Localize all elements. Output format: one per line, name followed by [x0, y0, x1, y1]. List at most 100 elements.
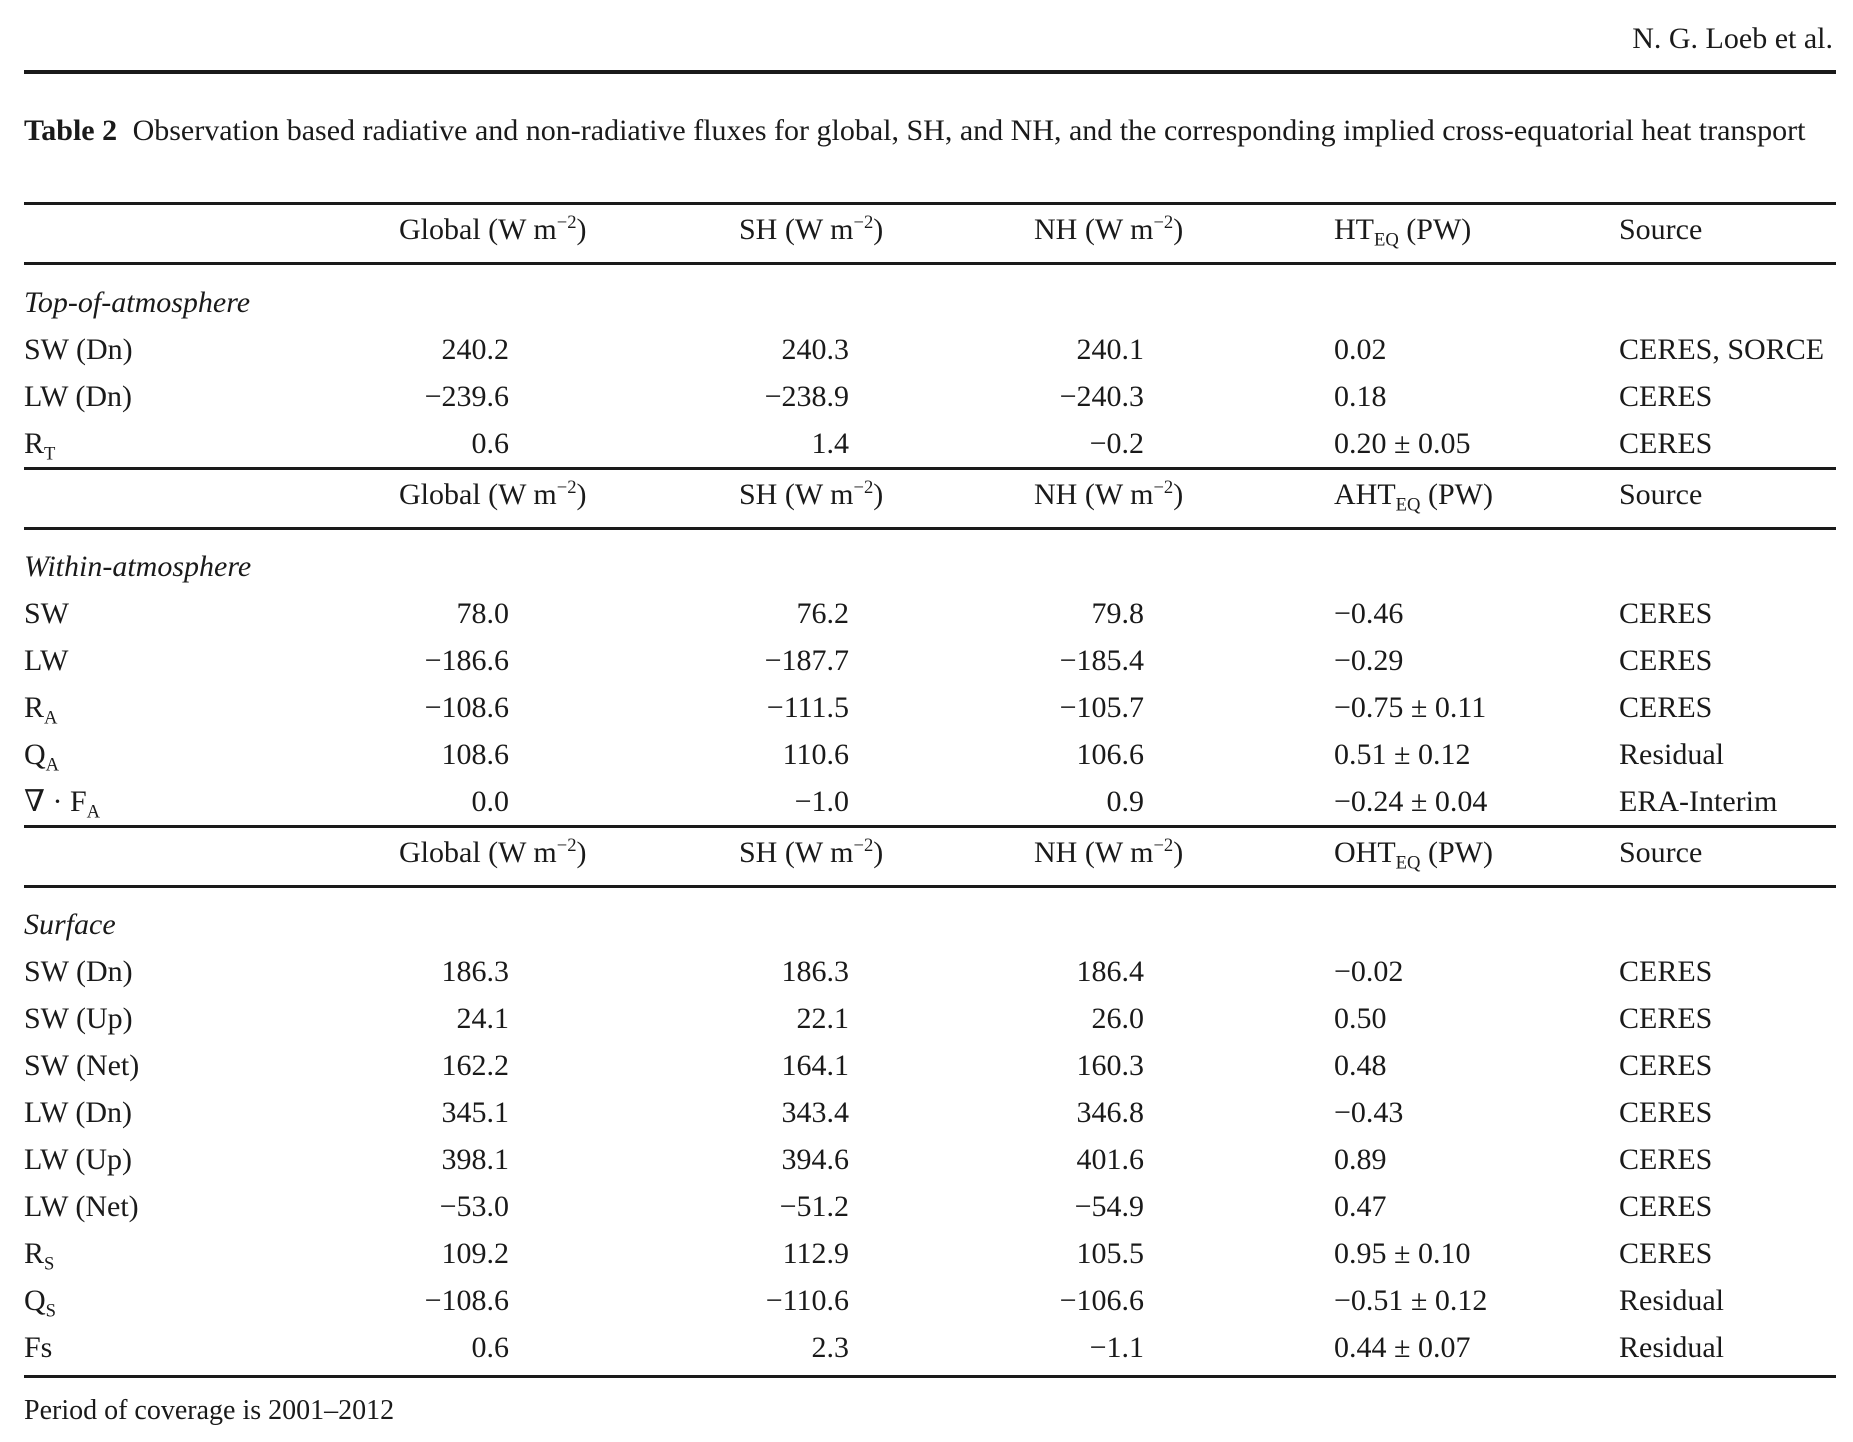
cell-source: CERES: [1619, 955, 1713, 988]
row-label: RT: [24, 427, 56, 465]
cell-source: CERES: [1619, 1143, 1713, 1176]
cell-eq-transport: −0.24 ± 0.04: [1334, 785, 1488, 818]
col-header-oht-eq: OHTEQ (PW): [1334, 836, 1493, 874]
row-label: LW (Net): [24, 1190, 139, 1223]
cell-global: 186.3: [441, 955, 510, 988]
section-label-within: Within-atmosphere: [24, 550, 252, 583]
cell-sh: 1.4: [811, 427, 850, 460]
row-label: RS: [24, 1237, 55, 1275]
table-footnote: Period of coverage is 2001–2012: [24, 1395, 395, 1426]
row-label: LW (Up): [24, 1143, 133, 1176]
cell-global: −53.0: [439, 1190, 509, 1223]
cell-global: 108.6: [441, 738, 510, 771]
table-rule: [24, 885, 1836, 888]
col-header-nh: NH (W m−2): [1034, 211, 1184, 246]
col-header-sh: SH (W m−2): [739, 211, 884, 246]
table-row: QS −108.6 −110.6 −106.6 −0.51 ± 0.12 Residual: [24, 1281, 1836, 1321]
row-label: RA: [24, 691, 58, 729]
col-header-nh: NH (W m−2): [1034, 834, 1184, 869]
table-rule: [24, 825, 1836, 828]
cell-global: 240.2: [441, 333, 510, 366]
cell-source: CERES: [1619, 1096, 1713, 1129]
section-label-toa: Top-of-atmosphere: [24, 286, 251, 319]
cell-eq-transport: 0.95 ± 0.10: [1334, 1237, 1471, 1270]
col-header-aht-eq: AHTEQ (PW): [1334, 478, 1493, 516]
cell-source: CERES: [1619, 427, 1713, 460]
cell-eq-transport: −0.29: [1334, 644, 1404, 677]
table-row: SW (Dn) 240.2 240.3 240.1 0.02 CERES, SORCE: [24, 330, 1836, 370]
header-row-within: Global (W m−2) SH (W m−2) NH (W m−2) AHT…: [24, 475, 1836, 515]
cell-source: CERES: [1619, 1190, 1713, 1223]
cell-eq-transport: 0.89: [1334, 1143, 1387, 1176]
cell-sh: 76.2: [796, 597, 850, 630]
col-header-sh: SH (W m−2): [739, 476, 884, 511]
row-label: SW (Dn): [24, 333, 133, 366]
cell-nh: 0.9: [1106, 785, 1145, 818]
col-header-global: Global (W m−2): [399, 834, 587, 869]
cell-nh: 79.8: [1091, 597, 1145, 630]
cell-global: −108.6: [424, 1284, 509, 1317]
cell-eq-transport: −0.51 ± 0.12: [1334, 1284, 1488, 1317]
table-row: SW (Net) 162.2 164.1 160.3 0.48 CERES: [24, 1046, 1836, 1086]
cell-eq-transport: 0.50: [1334, 1002, 1387, 1035]
row-label: LW (Dn): [24, 380, 133, 413]
cell-sh: 112.9: [782, 1237, 849, 1270]
cell-source: CERES: [1619, 1237, 1713, 1270]
cell-nh: 346.8: [1076, 1096, 1145, 1129]
header-row-surface: Global (W m−2) SH (W m−2) NH (W m−2) OHT…: [24, 833, 1836, 873]
col-header-sh: SH (W m−2): [739, 834, 884, 869]
col-header-nh: NH (W m−2): [1034, 476, 1184, 511]
table-row: Fs 0.6 2.3 −1.1 0.44 ± 0.07 Residual: [24, 1328, 1836, 1368]
table-rule: [24, 262, 1836, 265]
cell-eq-transport: 0.20 ± 0.05: [1334, 427, 1471, 460]
row-label: SW (Net): [24, 1049, 140, 1082]
cell-nh: −54.9: [1074, 1190, 1144, 1223]
cell-source: CERES, SORCE: [1619, 333, 1825, 366]
cell-global: 0.6: [471, 427, 510, 460]
cell-nh: −240.3: [1059, 380, 1144, 413]
row-label: SW: [24, 597, 69, 630]
cell-eq-transport: 0.48: [1334, 1049, 1387, 1082]
table-row: SW (Up) 24.1 22.1 26.0 0.50 CERES: [24, 999, 1836, 1039]
cell-sh: 186.3: [781, 955, 850, 988]
table-row: SW (Dn) 186.3 186.3 186.4 −0.02 CERES: [24, 952, 1836, 992]
cell-global: 78.0: [456, 597, 510, 630]
cell-source: Residual: [1619, 1284, 1724, 1317]
cell-nh: −1.1: [1089, 1331, 1144, 1364]
running-header-author: N. G. Loeb et al.: [1632, 22, 1833, 55]
cell-source: CERES: [1619, 1049, 1713, 1082]
table-row: LW (Up) 398.1 394.6 401.6 0.89 CERES: [24, 1140, 1836, 1180]
cell-eq-transport: −0.02: [1334, 955, 1404, 988]
table-row: RS 109.2 112.9 105.5 0.95 ± 0.10 CERES: [24, 1234, 1836, 1274]
cell-nh: −185.4: [1059, 644, 1144, 677]
cell-eq-transport: 0.02: [1334, 333, 1387, 366]
caption-text: Observation based radiative and non-radi…: [132, 114, 1806, 147]
cell-nh: 106.6: [1076, 738, 1145, 771]
cell-source: CERES: [1619, 1002, 1713, 1035]
cell-eq-transport: −0.75 ± 0.11: [1334, 691, 1487, 724]
table-caption: Table 2 Observation based radiative and …: [24, 112, 1836, 150]
cell-eq-transport: −0.46: [1334, 597, 1404, 630]
top-rule: [24, 70, 1836, 74]
cell-global: 398.1: [441, 1143, 510, 1176]
table-row: LW −186.6 −187.7 −185.4 −0.29 CERES: [24, 641, 1836, 681]
table-row: LW (Dn) 345.1 343.4 346.8 −0.43 CERES: [24, 1093, 1836, 1133]
table-bottom-rule: [24, 1375, 1836, 1378]
col-header-source: Source: [1619, 836, 1703, 869]
cell-sh: 343.4: [781, 1096, 850, 1129]
cell-sh: 394.6: [781, 1143, 850, 1176]
cell-sh: −187.7: [764, 644, 849, 677]
cell-eq-transport: 0.47: [1334, 1190, 1387, 1223]
cell-nh: 26.0: [1091, 1002, 1145, 1035]
cell-sh: 22.1: [796, 1002, 850, 1035]
cell-sh: −1.0: [794, 785, 849, 818]
cell-nh: 401.6: [1076, 1143, 1145, 1176]
cell-global: −239.6: [424, 380, 509, 413]
cell-global: 345.1: [441, 1096, 510, 1129]
cell-nh: 105.5: [1076, 1237, 1145, 1270]
col-header-source: Source: [1619, 478, 1703, 511]
col-header-global: Global (W m−2): [399, 211, 587, 246]
cell-eq-transport: 0.51 ± 0.12: [1334, 738, 1471, 771]
cell-global: −108.6: [424, 691, 509, 724]
cell-sh: 240.3: [781, 333, 850, 366]
